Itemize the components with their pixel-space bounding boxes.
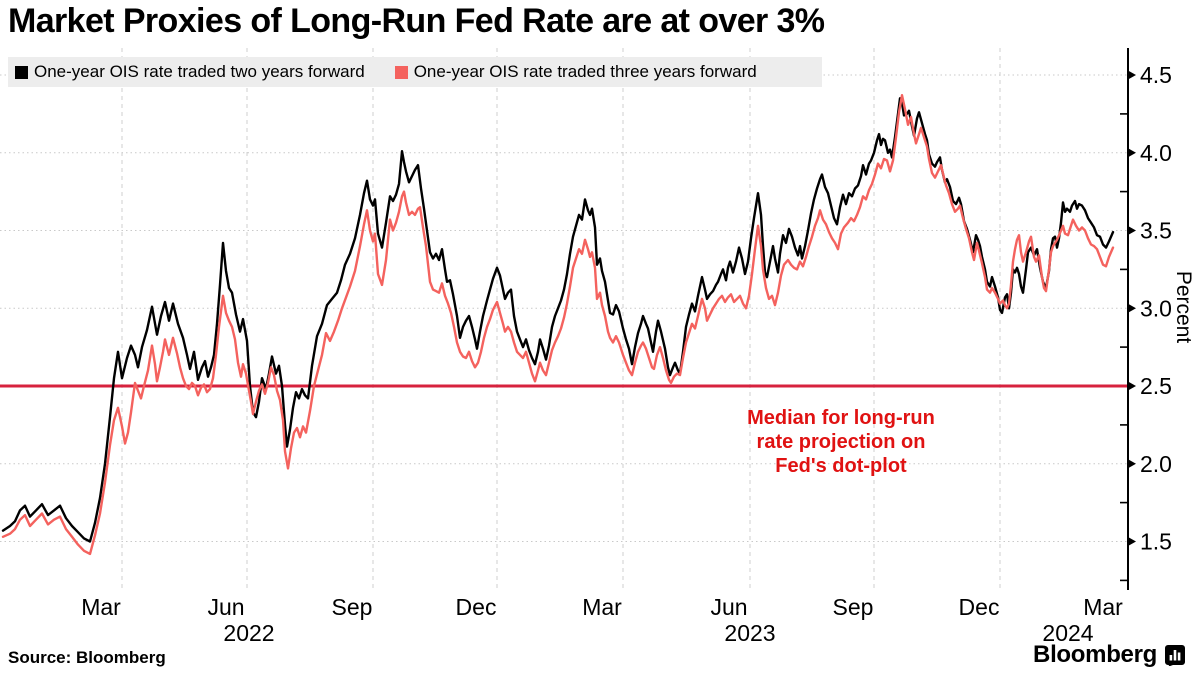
x-tick-label: Sep	[332, 594, 373, 620]
y-tick-label: 4.0	[1140, 140, 1172, 166]
y-major-tick	[1128, 459, 1136, 469]
y-tick-label: 2.5	[1140, 373, 1172, 399]
y-tick-label: 2.0	[1140, 451, 1172, 477]
x-tick-label: Mar	[1083, 594, 1123, 620]
x-year-label: 2023	[724, 620, 775, 646]
bloomberg-wordmark: Bloomberg	[1033, 641, 1157, 668]
series-line-two-years-forward	[1, 97, 1115, 543]
y-major-tick	[1128, 226, 1136, 235]
series-line-three-years-forward	[1, 93, 1115, 556]
chart-legend: One-year OIS rate traded two years forwa…	[8, 57, 822, 87]
y-major-tick	[1128, 148, 1136, 158]
x-tick-label: Mar	[81, 594, 121, 620]
x-year-label: 2024	[1042, 620, 1093, 646]
y-major-tick	[1128, 70, 1136, 80]
x-tick-label: Jun	[710, 594, 747, 620]
y-major-tick	[1128, 537, 1136, 546]
legend-item-two-years: One-year OIS rate traded two years forwa…	[15, 62, 365, 82]
y-major-tick	[1128, 381, 1136, 391]
bloomberg-logo: Bloomberg	[1033, 641, 1186, 669]
y-tick-label: 4.5	[1140, 62, 1172, 88]
median-line-annotation: Median for long-run rate projection on F…	[700, 406, 982, 478]
y-major-tick	[1128, 303, 1136, 313]
x-year-label: 2022	[223, 620, 274, 646]
y-tick-label: 3.0	[1140, 295, 1172, 321]
legend-item-three-years: One-year OIS rate traded three years for…	[394, 62, 757, 82]
bloomberg-terminal-icon	[1165, 645, 1185, 666]
x-tick-label: Mar	[582, 594, 622, 620]
legend-swatch-red-icon	[394, 65, 408, 79]
legend-swatch-black-icon	[15, 65, 28, 79]
legend-label-three-years: One-year OIS rate traded three years for…	[413, 62, 757, 81]
annotation-line-1: Median for long-run	[747, 407, 935, 429]
annotation-line-3: Fed's dot-plot	[775, 455, 907, 477]
legend-label-two-years: One-year OIS rate traded two years forwa…	[34, 62, 365, 81]
annotation-line-2: rate projection on	[756, 431, 926, 453]
x-tick-label: Dec	[959, 594, 1000, 620]
chart-title: Market Proxies of Long-Run Fed Rate are …	[8, 2, 825, 40]
source-credit: Source: Bloomberg	[8, 648, 166, 667]
x-tick-label: Sep	[833, 594, 874, 620]
y-tick-label: 3.5	[1140, 218, 1172, 244]
x-tick-label: Jun	[207, 594, 244, 620]
x-tick-label: Dec	[456, 594, 497, 620]
y-tick-label: 1.5	[1140, 529, 1172, 555]
y-axis-title: Percent	[1172, 271, 1195, 344]
